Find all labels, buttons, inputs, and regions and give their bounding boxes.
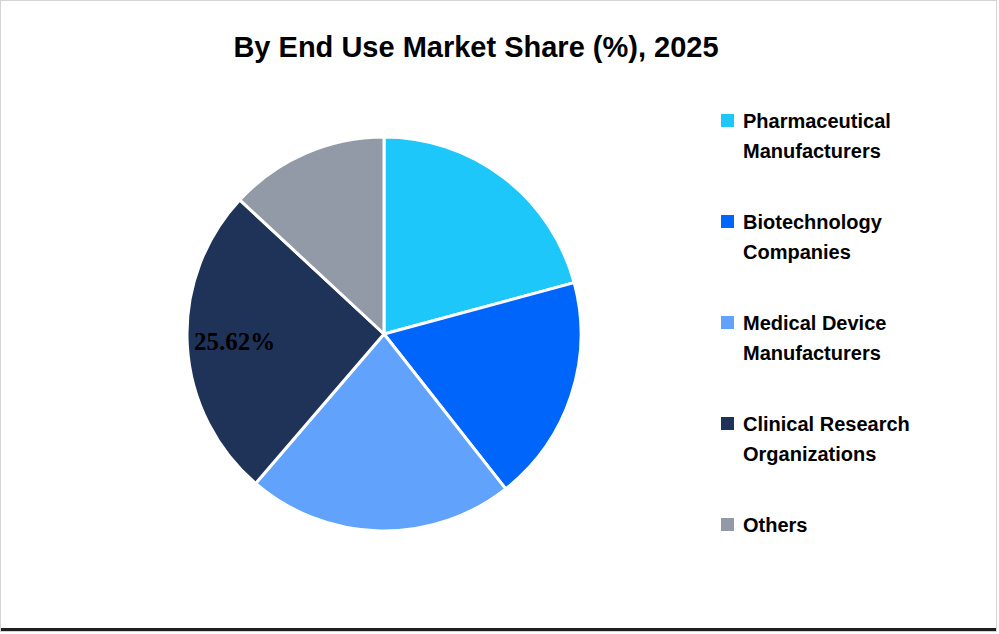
legend-swatch-others [721, 518, 734, 531]
legend-label: Medical Device Manufacturers [743, 308, 958, 368]
legend-item-others: Others [721, 510, 958, 540]
legend-swatch-biotechnology-companies [721, 215, 734, 228]
chart-canvas: By End Use Market Share (%), 2025 25.62%… [0, 0, 997, 632]
legend-item-biotechnology-companies: Biotechnology Companies [721, 207, 958, 267]
window-bottom-edge [1, 628, 996, 631]
legend-item-pharmaceutical-manufacturers: Pharmaceutical Manufacturers [721, 106, 958, 166]
legend-swatch-medical-device-manufacturers [721, 316, 734, 329]
legend-item-medical-device-manufacturers: Medical Device Manufacturers [721, 308, 958, 368]
pie-data-label: 25.62% [194, 328, 275, 355]
legend-swatch-pharmaceutical-manufacturers [721, 114, 734, 127]
legend-label: Others [743, 510, 958, 540]
legend-label: Clinical Research Organizations [743, 409, 958, 469]
legend-label: Pharmaceutical Manufacturers [743, 106, 958, 166]
legend: Pharmaceutical Manufacturers Biotechnolo… [721, 1, 961, 631]
legend-swatch-clinical-research-organizations [721, 417, 734, 430]
legend-label: Biotechnology Companies [743, 207, 958, 267]
legend-item-clinical-research-organizations: Clinical Research Organizations [721, 409, 958, 469]
pie-chart: 25.62% [184, 134, 584, 534]
